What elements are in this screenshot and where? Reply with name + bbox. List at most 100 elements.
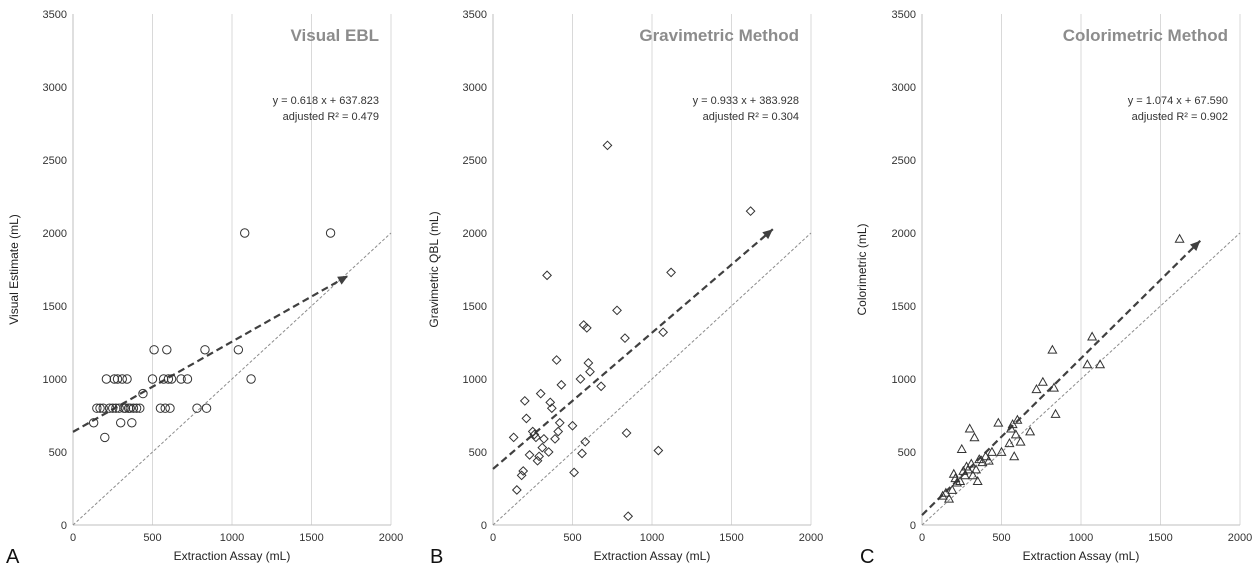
- chart-panel-c: 0 500 1000 1500 2000 0 500 1000 1500 2000 2500 3000…: [855, 9, 1252, 568]
- regression-arrowhead: [762, 229, 773, 240]
- regression-equation: y = 0.618 x + 637.823: [273, 95, 379, 107]
- data-point: [545, 397, 556, 408]
- data-point: [1012, 414, 1023, 424]
- data-point: [233, 345, 244, 355]
- identity-line: [921, 232, 1241, 526]
- y-tick-label: 2000: [463, 228, 487, 240]
- data-point: [943, 493, 955, 503]
- regression-arrowhead: [1189, 240, 1201, 251]
- data-point: [596, 381, 607, 392]
- y-tick-label: 500: [898, 447, 916, 459]
- data-point: [1010, 429, 1021, 439]
- chart-panel-a: 0 500 1000 1500 2000 0 500 1000 1500 2000 2500 3000…: [6, 9, 403, 568]
- data-point: [971, 464, 982, 474]
- data-point: [964, 423, 975, 433]
- y-tick-label: 3500: [892, 9, 916, 21]
- y-tick-label: 0: [481, 520, 487, 532]
- data-point: [182, 374, 193, 384]
- y-tick-label: 3500: [463, 9, 487, 21]
- data-point: [937, 490, 948, 500]
- y-tick-label: 2500: [43, 155, 67, 167]
- y-axis-label: Colorimetric (mL): [855, 223, 869, 315]
- data-point: [1015, 436, 1026, 446]
- data-point: [581, 322, 592, 333]
- data-point: [1004, 438, 1015, 448]
- data-point: [516, 470, 527, 481]
- regression-line: [72, 274, 349, 433]
- y-axis-label: Gravimetric QBL (mL): [427, 211, 441, 327]
- data-point: [127, 418, 137, 428]
- x-axis-label: Extraction Assay (mL): [174, 549, 291, 563]
- data-point: [531, 432, 541, 443]
- y-tick-label: 2500: [463, 155, 487, 167]
- data-point: [621, 428, 632, 438]
- chart-panel-b: 0 500 1000 1500 2000 0 500 1000 1500 2000 2500 3000…: [427, 9, 823, 568]
- x-tick-label: 500: [992, 532, 1010, 544]
- data-point: [996, 446, 1007, 456]
- data-point: [969, 432, 980, 442]
- panel-letter: B: [430, 546, 443, 568]
- y-axis-label: Visual Estimate (mL): [7, 214, 21, 324]
- data-point: [149, 345, 159, 355]
- y-tick-label: 1000: [892, 374, 916, 386]
- y-tick-label: 1500: [463, 301, 487, 313]
- y-tick-label: 1500: [892, 301, 916, 313]
- data-point: [138, 388, 148, 399]
- data-point: [521, 413, 532, 424]
- data-point: [955, 475, 966, 486]
- x-tick-label: 0: [490, 532, 496, 544]
- data-point: [532, 455, 543, 466]
- r-squared-label: adjusted R² = 0.304: [703, 111, 799, 123]
- x-axis-label: Extraction Assay (mL): [1023, 549, 1140, 563]
- x-tick-label: 1500: [1148, 532, 1172, 544]
- regression-line: [492, 228, 774, 470]
- data-point: [117, 374, 127, 384]
- data-point: [122, 374, 132, 384]
- data-point: [98, 403, 108, 413]
- x-tick-label: 1000: [220, 532, 244, 544]
- regression-equation: y = 1.074 x + 67.590: [1128, 95, 1228, 107]
- data-point: [246, 374, 256, 384]
- data-point: [163, 374, 174, 384]
- data-point: [585, 366, 595, 377]
- data-point: [602, 140, 613, 151]
- data-point: [158, 374, 169, 384]
- x-tick-label: 1500: [299, 532, 323, 544]
- y-tick-label: 1000: [43, 374, 67, 386]
- data-point: [125, 403, 135, 413]
- y-tick-label: 1000: [463, 374, 487, 386]
- data-point: [135, 403, 145, 413]
- data-point: [537, 442, 548, 453]
- data-point: [1047, 344, 1058, 354]
- data-point: [1095, 359, 1106, 369]
- data-point: [956, 443, 967, 453]
- data-point: [542, 270, 552, 281]
- data-point: [583, 358, 594, 368]
- data-point: [1037, 376, 1048, 386]
- data-point: [538, 433, 549, 444]
- data-point: [577, 448, 587, 459]
- data-point: [575, 374, 586, 384]
- data-point: [508, 432, 519, 443]
- y-tick-label: 500: [469, 447, 487, 459]
- data-point: [511, 485, 522, 495]
- data-point: [155, 403, 166, 413]
- data-point: [1025, 426, 1036, 436]
- data-point: [165, 403, 175, 413]
- data-point: [612, 305, 622, 316]
- y-tick-label: 1500: [43, 301, 67, 313]
- data-point: [959, 470, 970, 480]
- regression-line: [921, 239, 1202, 516]
- x-tick-label: 1000: [1069, 532, 1093, 544]
- x-tick-label: 2000: [799, 532, 823, 544]
- data-point: [543, 447, 554, 457]
- data-point: [967, 470, 978, 480]
- data-point: [947, 484, 958, 494]
- x-tick-label: 2000: [379, 532, 403, 544]
- data-point: [518, 466, 529, 476]
- data-point: [553, 426, 564, 437]
- x-tick-label: 1000: [640, 532, 664, 544]
- x-tick-label: 1500: [719, 532, 743, 544]
- data-point: [653, 445, 664, 456]
